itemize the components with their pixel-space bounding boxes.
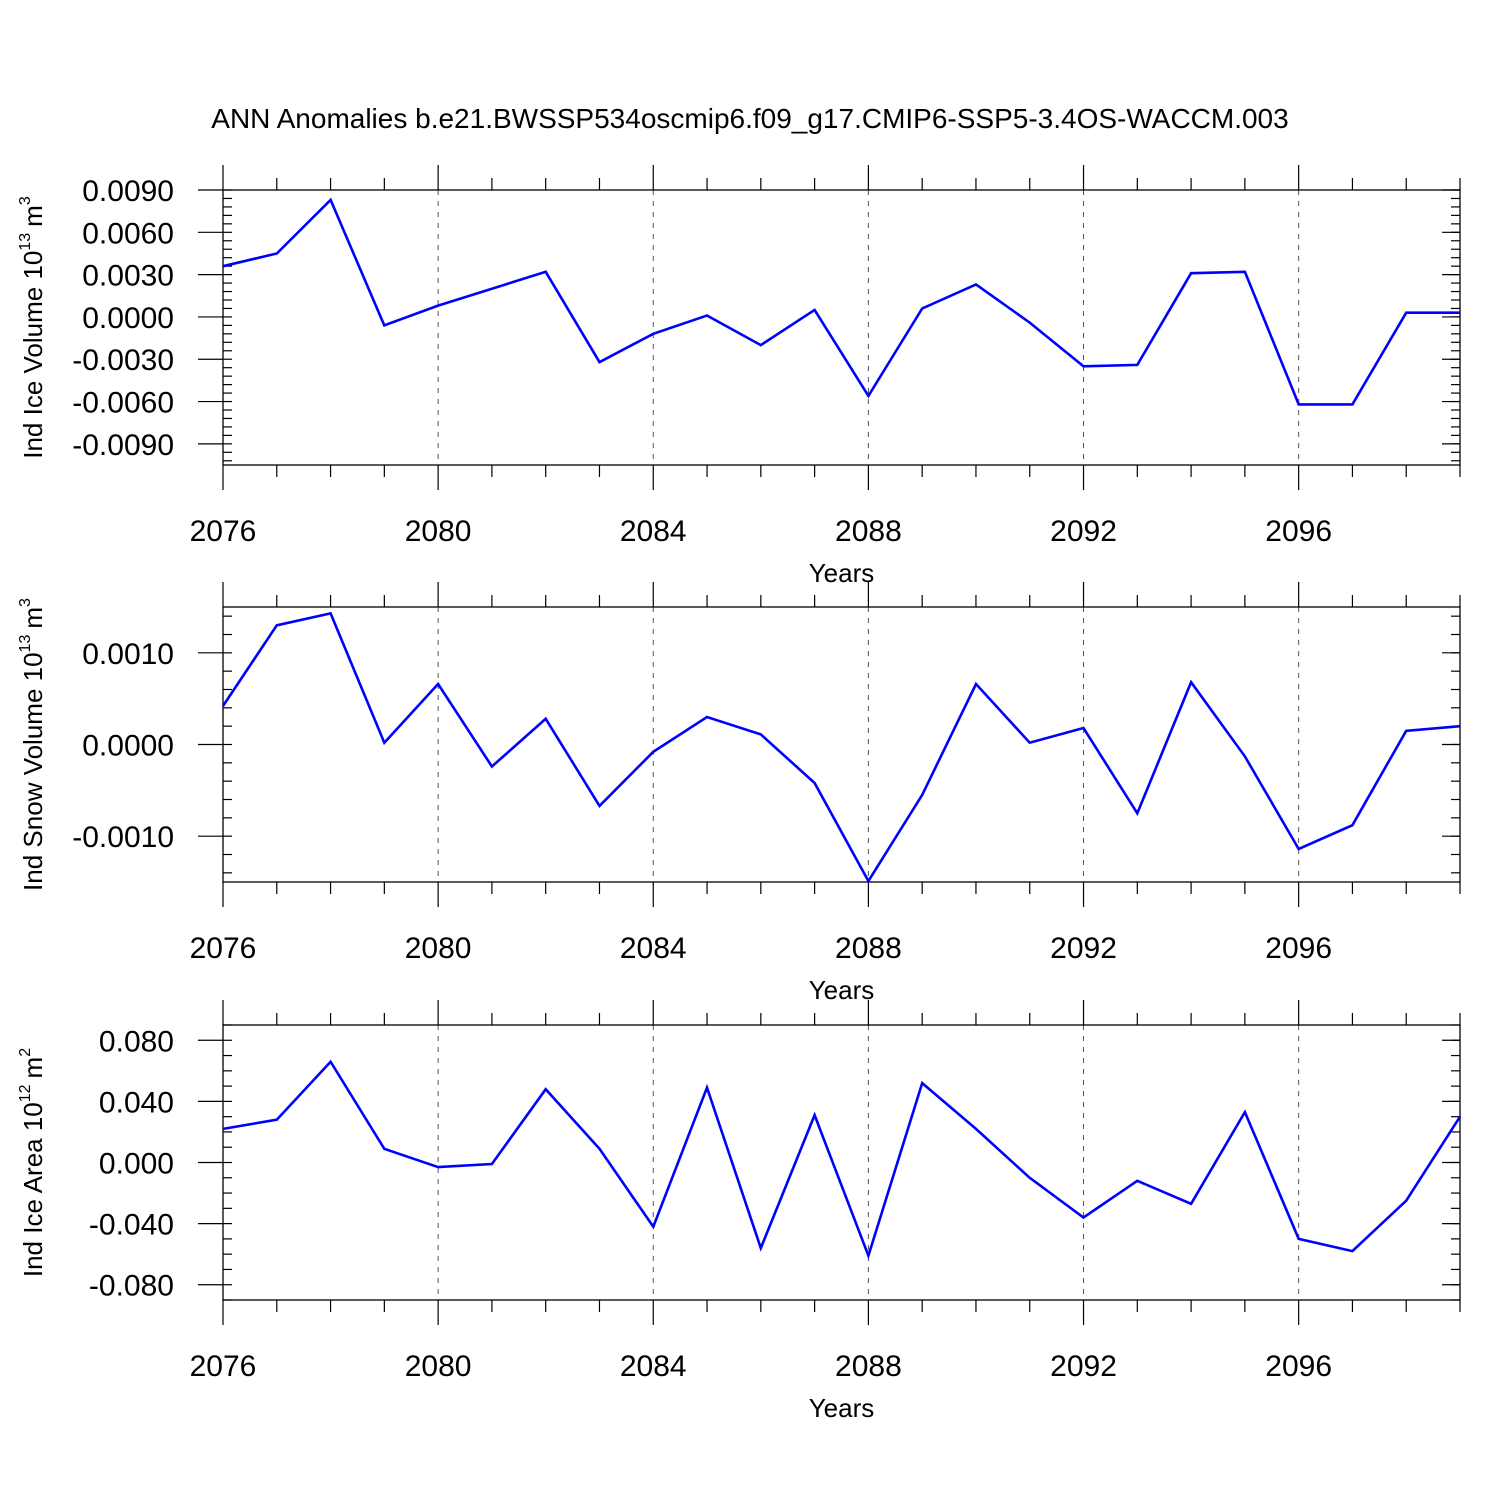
snow-volume-ytick-label: 0.0000	[82, 730, 174, 763]
ice-area-yaxis-label: Ind Ice Area 1012m2	[17, 1048, 48, 1277]
ice-volume-ytick-label: 0.0060	[82, 217, 174, 250]
ice-volume-ytick-label: 0.0030	[82, 260, 174, 293]
ice-area-xtick-label: 2080	[405, 1350, 472, 1383]
snow-volume-xaxis-label: Years	[809, 975, 875, 1005]
snow-volume-yaxis-label: Ind Snow Volume 1013m3	[17, 598, 48, 891]
ice-area-xtick-label: 2084	[620, 1350, 687, 1383]
snow-volume-plot-frame	[222, 606, 1461, 883]
ice-area-plot-frame	[222, 1024, 1461, 1301]
ice-volume-ytick-label: 0.0000	[82, 302, 174, 335]
ice-area-ytick-label: 0.080	[99, 1025, 174, 1058]
ice-volume-ytick-label: -0.0030	[72, 344, 174, 377]
snow-volume-ytick-label: -0.0010	[72, 821, 174, 854]
snow-volume-series-line	[221, 611, 1461, 884]
ice-area-ytick-label: -0.080	[89, 1270, 174, 1303]
ice-area-xtick-label: 2076	[190, 1350, 257, 1383]
snow-volume-xtick-label: 2096	[1265, 932, 1332, 965]
ice-volume-xtick-label: 2092	[1050, 515, 1117, 548]
snow-volume-panel: 0.0010 0.0000 -0.0010 2076 2080 2084 2088 2092 2…	[17, 582, 1461, 1005]
ice-volume-xtick-label: 2096	[1265, 515, 1332, 548]
ice-volume-xtick-label: 2084	[620, 515, 687, 548]
ice-volume-ytick-label: -0.0090	[72, 429, 174, 462]
ice-area-ytick-label: 0.000	[99, 1148, 174, 1181]
ice-volume-xaxis-label: Years	[809, 558, 875, 588]
ice-area-ytick-label: 0.040	[99, 1086, 174, 1119]
snow-volume-ytick-label: 0.0010	[82, 638, 174, 671]
ice-volume-plot-frame	[222, 189, 1461, 466]
ice-area-xaxis-label: Years	[809, 1393, 875, 1423]
ice-area-panel: 0.080 0.040 0.000 -0.040 -0.080 2076 2080 2084 2…	[17, 1000, 1462, 1423]
ice-volume-ytick-label: -0.0060	[72, 387, 174, 420]
ice-area-xtick-label: 2092	[1050, 1350, 1117, 1383]
figure-title: ANN Anomalies b.e21.BWSSP534oscmip6.f09_…	[211, 103, 1288, 134]
snow-volume-xtick-label: 2076	[190, 932, 257, 965]
ice-volume-xtick-label: 2088	[835, 515, 902, 548]
ice-area-ytick-label: -0.040	[89, 1209, 174, 1242]
ice-volume-yaxis-label: Ind Ice Volume 1013m3	[17, 196, 48, 459]
snow-volume-xtick-label: 2084	[620, 932, 687, 965]
ice-area-series-line	[222, 1059, 1462, 1260]
ice-volume-xtick-label: 2080	[405, 515, 472, 548]
snow-volume-xtick-label: 2092	[1050, 932, 1117, 965]
snow-volume-xtick-label: 2080	[405, 932, 472, 965]
ice-volume-panel: 0.0090 0.0060 0.0030 0.0000 -0.0030 -0.0060 -0…	[17, 165, 1461, 588]
snow-volume-xtick-label: 2088	[835, 932, 902, 965]
ice-area-xtick-label: 2088	[835, 1350, 902, 1383]
ice-volume-series-line	[222, 197, 1460, 406]
ice-volume-xtick-label: 2076	[190, 515, 257, 548]
ice-area-xtick-label: 2096	[1265, 1350, 1332, 1383]
ice-volume-ytick-label: 0.0090	[82, 175, 174, 208]
